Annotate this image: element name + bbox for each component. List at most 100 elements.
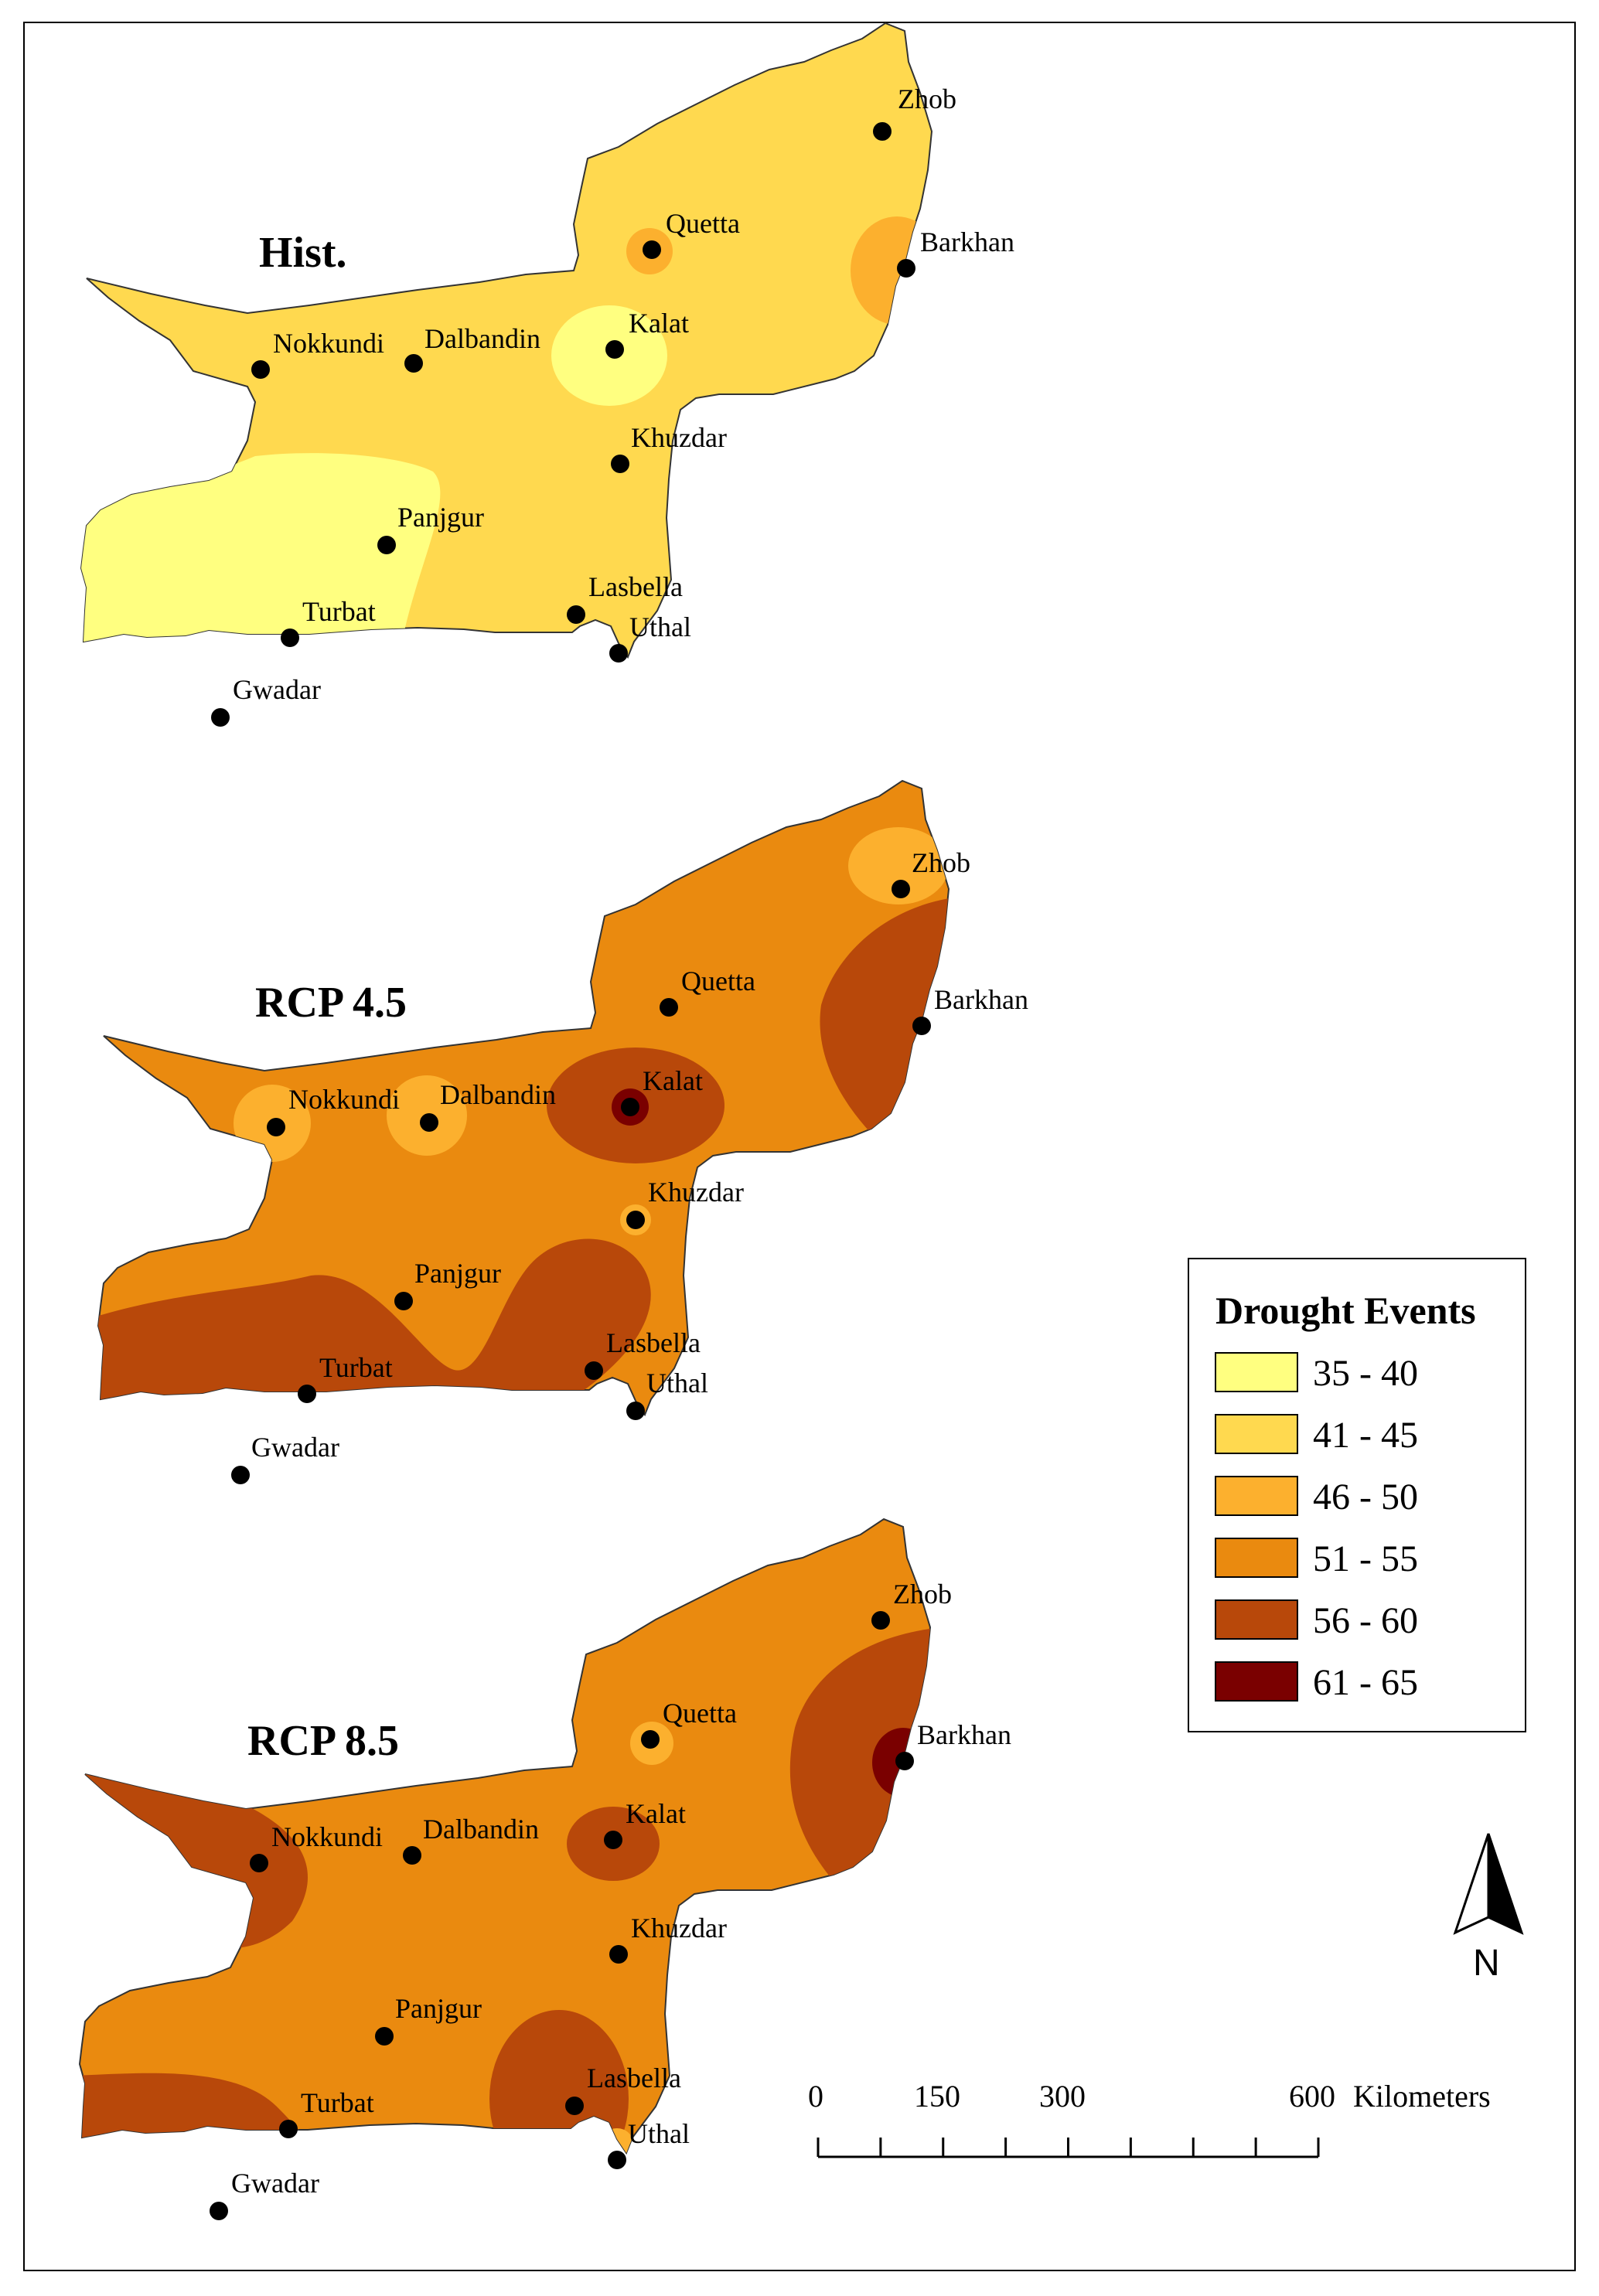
legend-swatch: [1215, 1352, 1298, 1392]
city-marker-lasbella: [585, 1361, 603, 1380]
city-marker-uthal: [609, 644, 628, 663]
scale-tick-300: 300: [1039, 2079, 1086, 2114]
legend-label: 41 - 45: [1313, 1415, 1418, 1456]
legend-label: 51 - 55: [1313, 1538, 1418, 1579]
legend-label: 46 - 50: [1313, 1477, 1418, 1518]
city-marker-khuzdar: [611, 455, 629, 473]
city-marker-turbat: [279, 2120, 298, 2138]
zone-56-60-nokkundi: [80, 1766, 308, 1949]
legend: Drought Events 35 - 40 41 - 45 46 - 50 51 -…: [1188, 1258, 1526, 1732]
city-label-barkhan: Barkhan: [917, 1719, 1011, 1750]
city-marker-panjgur: [375, 2027, 394, 2046]
zone-46-50-zhob: [848, 827, 949, 904]
scale-minor-ticks: [817, 2138, 1320, 2157]
city-marker-zhob: [892, 880, 910, 898]
north-arrow-left-icon: [1453, 1833, 1490, 1935]
legend-swatch: [1215, 1599, 1298, 1640]
map-panel-rcp45: [97, 780, 950, 1415]
city-label-lasbella: Lasbella: [587, 2063, 681, 2093]
city-marker-dalbandin: [403, 1846, 421, 1865]
city-label-barkhan: Barkhan: [934, 984, 1028, 1015]
city-label-zhob: Zhob: [912, 847, 970, 878]
legend-title: Drought Events: [1215, 1289, 1476, 1332]
panel-title: RCP 4.5: [255, 979, 407, 1027]
legend-swatch: [1215, 1538, 1298, 1578]
city-marker-quetta: [643, 240, 661, 259]
city-marker-uthal: [626, 1402, 645, 1420]
city-label-gwadar: Gwadar: [231, 2168, 319, 2199]
city-marker-quetta: [641, 1730, 660, 1749]
city-label-dalbandin: Dalbandin: [423, 1814, 539, 1845]
city-marker-zhob: [873, 122, 892, 141]
legend-label: 35 - 40: [1313, 1353, 1418, 1394]
city-marker-kalat: [621, 1098, 639, 1116]
scale-tick-150: 150: [914, 2079, 960, 2114]
city-marker-nokkundi: [251, 360, 270, 379]
legend-items: 35 - 40 41 - 45 46 - 50 51 - 55 56 - 60 61 - …: [1215, 1352, 1418, 1703]
north-arrow-right-icon: [1487, 1833, 1524, 1935]
legend-label: 56 - 60: [1313, 1600, 1418, 1641]
scale-bar: 0 150 300 600 Kilometers: [808, 2079, 1491, 2158]
city-label-turbat: Turbat: [302, 596, 376, 627]
zone-35-40-south: [81, 453, 441, 657]
city-label-panjgur: Panjgur: [414, 1258, 501, 1289]
legend-swatch: [1215, 1414, 1298, 1454]
scale-unit: Kilometers: [1353, 2079, 1491, 2114]
city-label-uthal: Uthal: [629, 611, 691, 642]
city-marker-kalat: [604, 1831, 622, 1849]
scale-tick-600: 600: [1289, 2079, 1335, 2114]
city-marker-turbat: [298, 1385, 316, 1403]
city-label-khuzdar: Khuzdar: [631, 1913, 727, 1943]
city-label-turbat: Turbat: [319, 1352, 393, 1383]
legend-label: 61 - 65: [1313, 1662, 1418, 1703]
city-marker-kalat: [605, 340, 624, 359]
north-label: N: [1473, 1943, 1500, 1984]
city-marker-quetta: [660, 998, 678, 1017]
north-arrow: N: [1453, 1833, 1524, 1984]
city-label-quetta: Quetta: [681, 966, 755, 996]
city-label-nokkundi: Nokkundi: [288, 1084, 400, 1115]
city-label-quetta: Quetta: [666, 208, 740, 239]
city-label-zhob: Zhob: [898, 83, 956, 114]
city-label-khuzdar: Khuzdar: [648, 1177, 744, 1208]
city-marker-gwadar: [231, 1466, 250, 1484]
city-label-uthal: Uthal: [628, 2118, 690, 2149]
zone-56-60-turbat: [80, 2073, 331, 2153]
city-label-dalbandin: Dalbandin: [424, 323, 540, 354]
city-label-panjgur: Panjgur: [397, 502, 484, 533]
city-label-nokkundi: Nokkundi: [273, 328, 384, 359]
scale-tick-0: 0: [808, 2079, 823, 2114]
city-label-kalat: Kalat: [626, 1798, 686, 1829]
legend-swatch: [1215, 1661, 1298, 1702]
city-marker-gwadar: [211, 708, 230, 727]
city-marker-nokkundi: [250, 1854, 268, 1872]
city-marker-gwadar: [210, 2202, 228, 2220]
zone-56-60-lasbella: [489, 2010, 629, 2153]
city-label-gwadar: Gwadar: [251, 1432, 339, 1463]
city-marker-zhob: [871, 1611, 890, 1630]
panel-title: RCP 8.5: [247, 1717, 399, 1765]
city-marker-turbat: [281, 629, 299, 647]
city-label-quetta: Quetta: [663, 1698, 737, 1729]
city-marker-lasbella: [565, 2097, 584, 2115]
city-label-barkhan: Barkhan: [920, 227, 1014, 257]
city-marker-khuzdar: [626, 1211, 645, 1229]
city-marker-barkhan: [912, 1017, 931, 1035]
city-label-panjgur: Panjgur: [395, 1993, 482, 2024]
city-label-gwadar: Gwadar: [233, 674, 321, 705]
city-label-dalbandin: Dalbandin: [440, 1079, 556, 1110]
labels-layer: Hist. Zhob Quetta Barkhan Kalat Dalbandin Nokk…: [210, 83, 1028, 2220]
zone-56-60-south: [98, 1238, 651, 1415]
city-label-lasbella: Lasbella: [588, 571, 683, 602]
city-marker-dalbandin: [420, 1113, 438, 1132]
city-label-turbat: Turbat: [301, 2087, 374, 2118]
city-label-kalat: Kalat: [643, 1065, 703, 1096]
city-marker-barkhan: [897, 259, 915, 278]
city-marker-barkhan: [895, 1752, 914, 1770]
city-label-uthal: Uthal: [646, 1368, 708, 1398]
city-marker-dalbandin: [404, 354, 423, 373]
city-label-zhob: Zhob: [893, 1579, 952, 1610]
city-label-nokkundi: Nokkundi: [271, 1821, 383, 1852]
city-marker-uthal: [608, 2151, 626, 2169]
